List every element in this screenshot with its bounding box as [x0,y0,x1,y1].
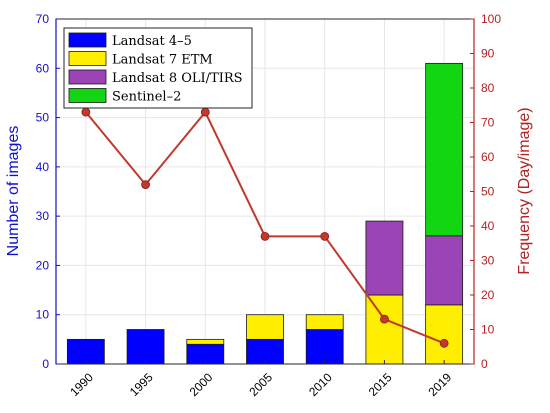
bars [66,62,464,365]
legend-swatch-0 [68,32,107,48]
frequency-point-2005 [260,231,270,241]
frequency-line [81,107,449,348]
y2-tick-label-70: 70 [481,116,495,130]
y-tick-label-20: 20 [36,258,50,272]
frequency-point-2010 [320,231,330,241]
y-tick-label-30: 30 [36,209,50,223]
y2-tick-label-100: 100 [481,12,501,26]
x-tick-label-2015: 2015 [366,370,395,399]
legend: Landsat 4–5 Landsat 7 ETM Landsat 8 OLI/TI… [63,27,253,109]
bar-2019-series-1 [425,304,464,365]
bar-2015-series-1 [365,294,404,365]
y2-tick-label-10: 10 [481,323,495,337]
x-tick-label-2019: 2019 [425,370,454,399]
y2-tick-label-30: 30 [481,254,495,268]
bar-2019-series-3 [425,62,464,237]
y-axis-label: Number of images [5,126,22,257]
y-tick-label-70: 70 [36,12,50,26]
x-tick-label-1990: 1990 [67,370,96,399]
y2-axis-label: Frequency (Day/image) [516,107,533,274]
x-tick-label-2010: 2010 [306,370,335,399]
legend-swatch-1 [68,51,107,66]
frequency-point-2015 [380,314,389,324]
frequency-point-2000 [200,107,210,117]
y2-tick-label-50: 50 [481,185,495,199]
x-axis-ticks: 1990 1995 2000 2005 2010 2015 2019 [67,360,454,399]
right-axis-ticks: 0 10 20 30 40 50 60 70 80 90 100 [470,12,501,371]
y-tick-label-60: 60 [36,61,50,75]
legend-label-3: Sentinel–2 [112,90,181,105]
x-tick-label-2000: 2000 [187,370,216,399]
legend-swatch-3 [68,88,107,103]
y-tick-label-10: 10 [36,308,50,322]
y2-tick-label-90: 90 [481,47,495,61]
legend-label-0: Landsat 4–5 [112,34,192,49]
y2-tick-label-0: 0 [481,357,488,371]
left-axis-ticks: 0 10 20 30 40 50 60 70 [36,12,60,371]
x-tick-label-2005: 2005 [246,370,275,399]
y2-tick-label-40: 40 [481,219,495,233]
bar-2010-series-1 [305,314,344,330]
y2-tick-label-20: 20 [481,288,495,302]
bar-2015-series-2 [365,220,404,296]
y2-tick-label-60: 60 [481,150,495,164]
bar-2005-series-1 [246,314,284,340]
frequency-point-1995 [141,180,150,190]
y-tick-label-40: 40 [36,160,50,174]
legend-label-1: Landsat 7 ETM [112,53,213,68]
y2-tick-label-80: 80 [481,81,495,95]
bar-1995-series-0 [126,329,165,365]
y-tick-label-0: 0 [42,357,49,371]
legend-label-2: Landsat 8 OLI/TIRS [112,71,243,86]
y-tick-label-50: 50 [36,111,50,125]
bar-2000-series-1 [186,338,225,345]
frequency-point-1990 [81,107,91,117]
frequency-point-2019 [439,338,449,348]
bar-2010-series-0 [305,329,344,365]
x-tick-label-1995: 1995 [127,370,156,399]
bar-2019-series-2 [425,235,464,306]
legend-swatch-2 [68,69,107,85]
